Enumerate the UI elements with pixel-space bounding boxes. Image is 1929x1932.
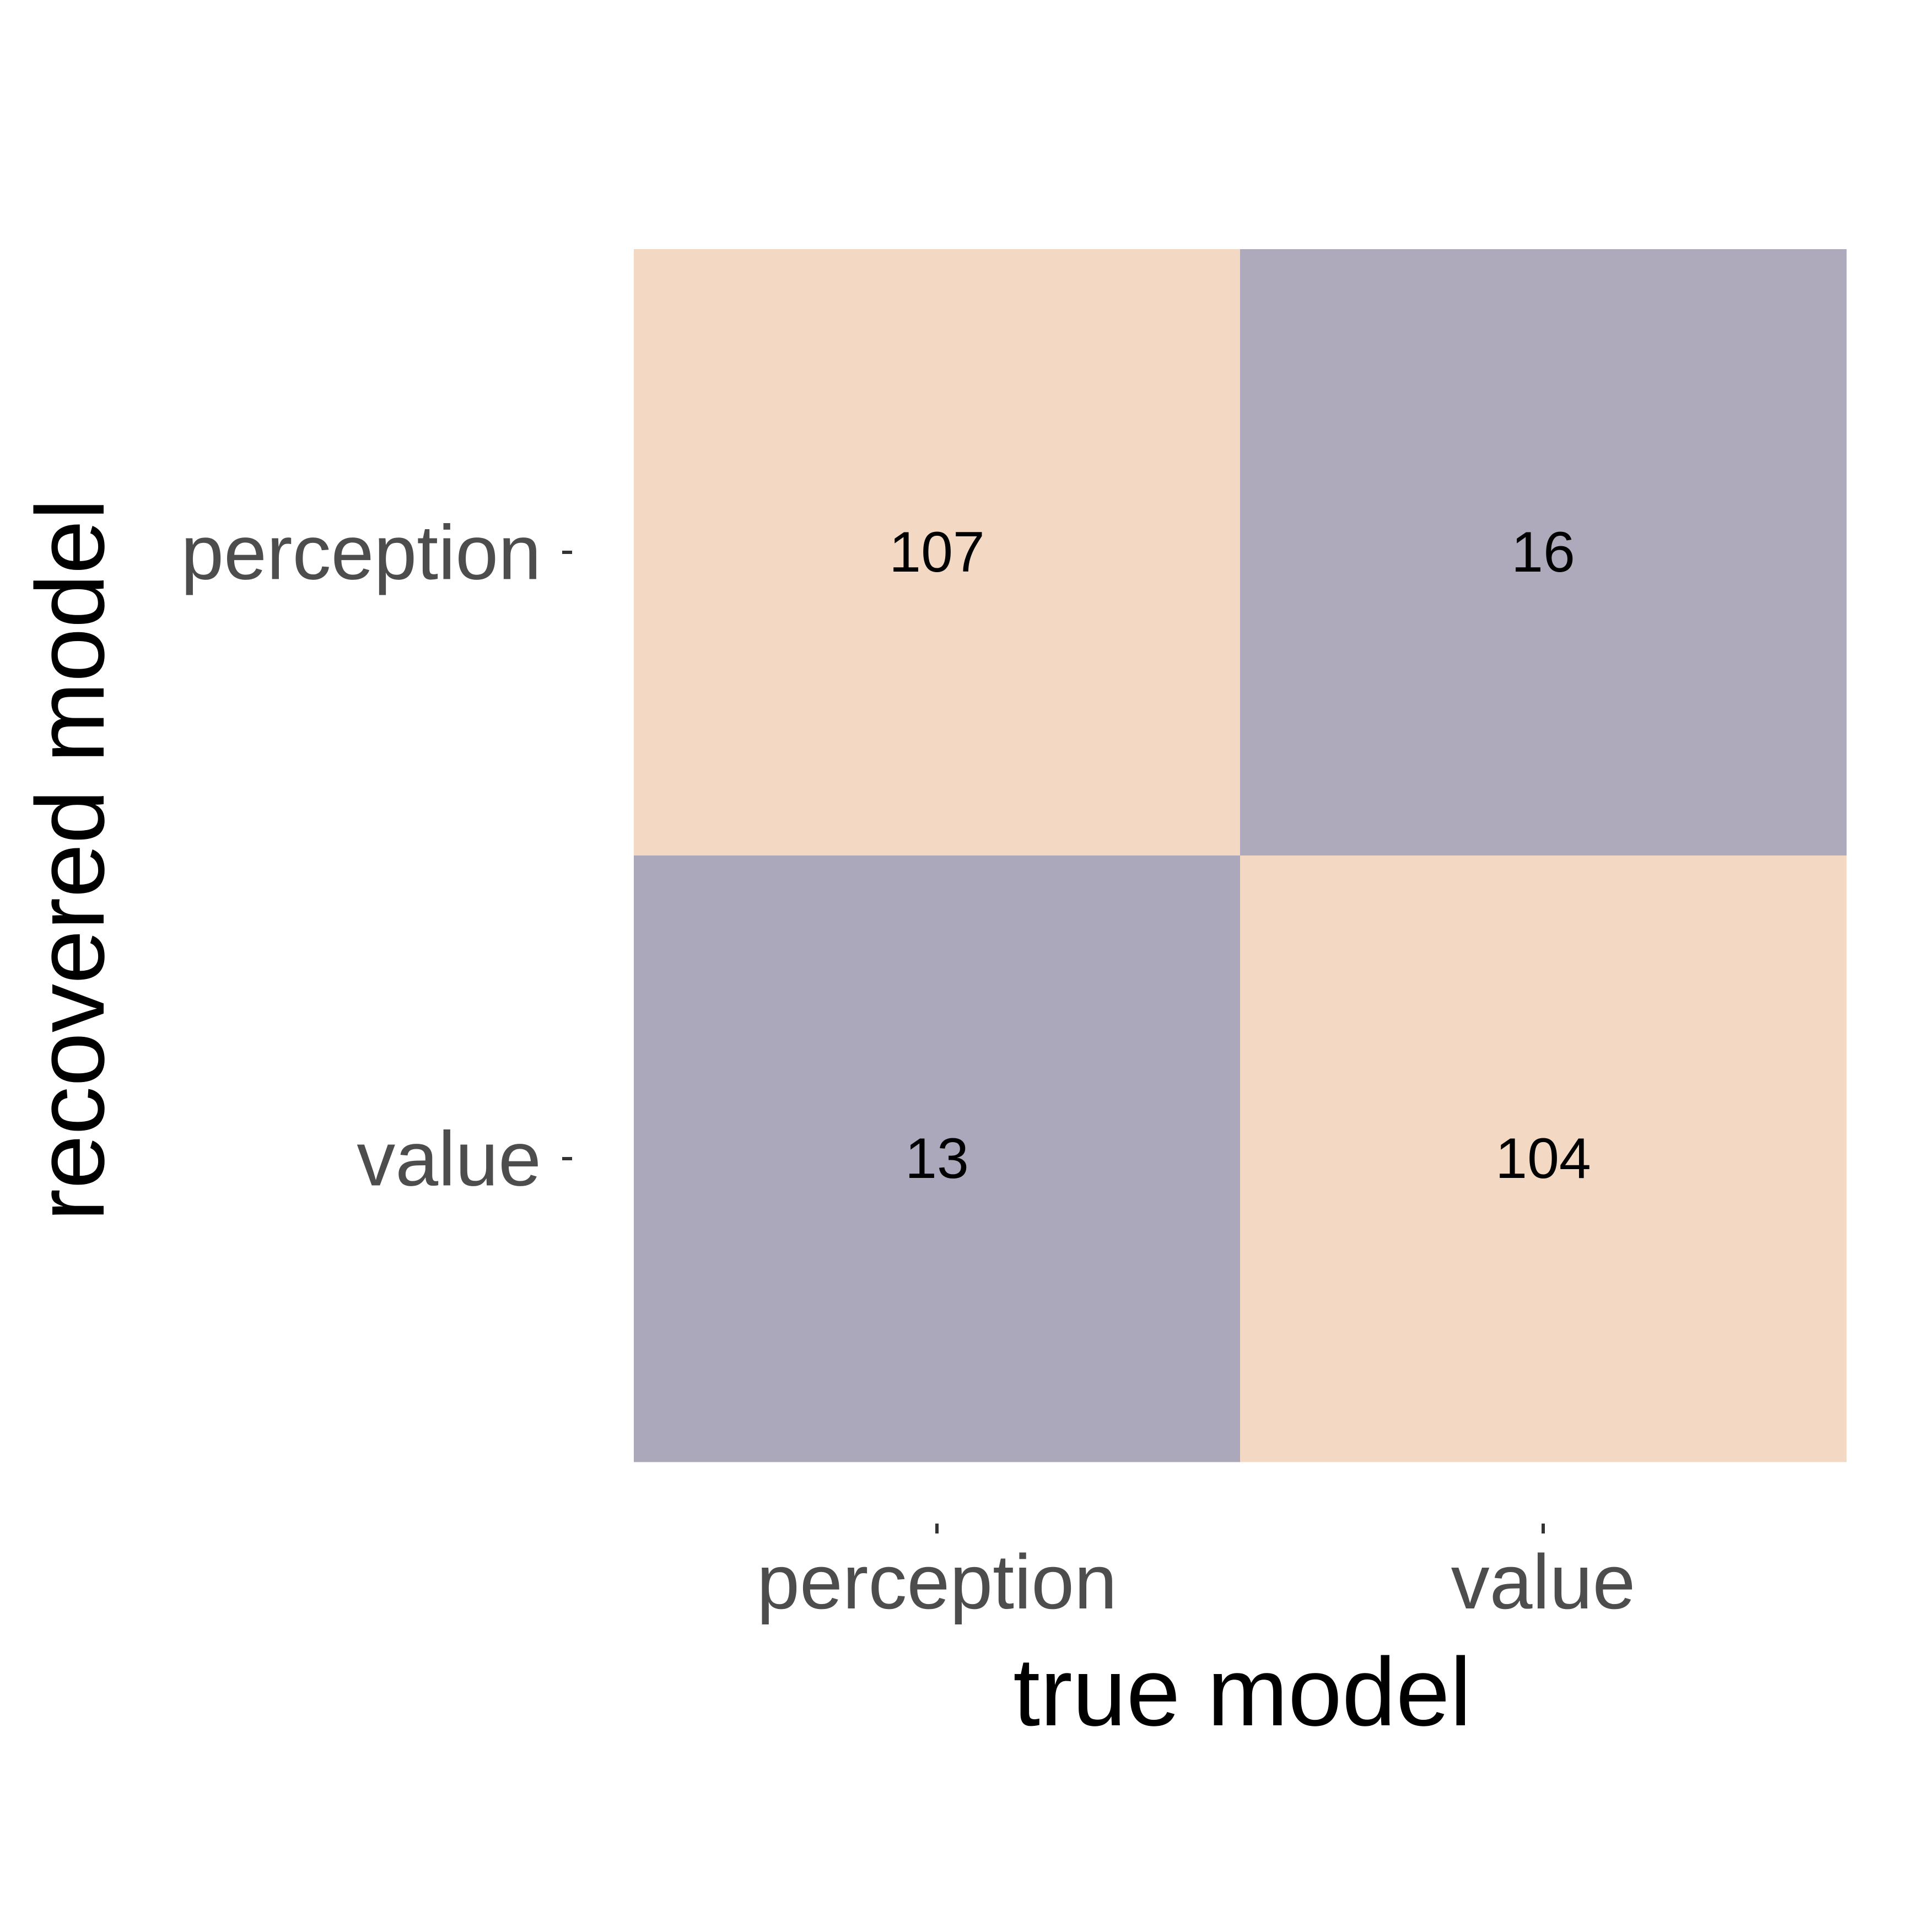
cell-value-label: 16 [1511,520,1575,584]
heatmap-cell [1240,855,1847,1462]
y-axis-title: recovered model [17,499,125,1221]
cells-layer [634,249,1847,1462]
cell-labels-layer: 107 16 13 104 [889,520,1591,1191]
cell-value-label: 13 [905,1127,969,1191]
cell-value-label: 104 [1495,1127,1591,1191]
x-tick-label: perception [757,1538,1117,1625]
heatmap-cell [634,249,1241,856]
y-tick-label: value [357,1116,541,1202]
cell-value-label: 107 [889,520,985,584]
heatmap-cell [634,855,1241,1462]
ticks-layer: perception value perception value [181,509,1635,1626]
y-tick-label: perception [181,509,541,596]
heatmap-cell [1240,249,1847,856]
x-axis-title: true model [1013,1638,1472,1746]
x-tick-label: value [1451,1538,1636,1625]
